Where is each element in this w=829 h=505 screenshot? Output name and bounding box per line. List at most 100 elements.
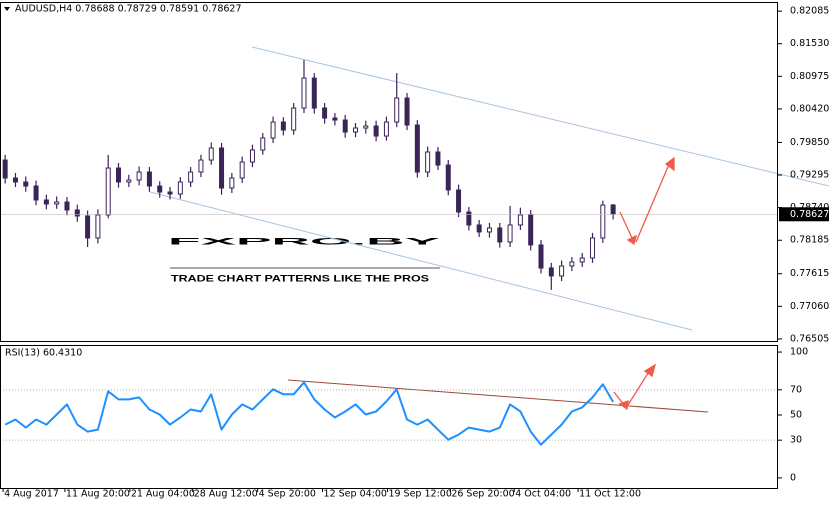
rsi-trendline bbox=[287, 379, 709, 413]
arrow-head bbox=[618, 400, 629, 411]
candle-body bbox=[64, 201, 70, 211]
candle-body bbox=[559, 265, 565, 277]
forecast-arrows bbox=[613, 156, 675, 411]
y-tick-label: 0.82085 bbox=[790, 6, 829, 17]
price-pane-frame bbox=[0, 2, 778, 342]
candle-body bbox=[126, 179, 132, 183]
x-tick-label: 11 Aug 20:00 bbox=[66, 489, 130, 500]
candle-body bbox=[528, 214, 534, 246]
candle-body bbox=[311, 77, 317, 109]
y-tick-label: 0.77060 bbox=[790, 301, 829, 312]
candle-body bbox=[301, 77, 307, 109]
candle-body bbox=[456, 189, 462, 213]
candle-body bbox=[507, 224, 513, 243]
candle-body bbox=[12, 177, 18, 183]
y-tick-label: 0.79850 bbox=[790, 137, 829, 148]
candle-body bbox=[569, 261, 575, 267]
y-tick-label: 0 bbox=[790, 472, 796, 483]
candle-body bbox=[466, 211, 472, 226]
candle-body bbox=[43, 199, 49, 205]
y-tick-label: 0.78185 bbox=[790, 235, 829, 246]
candle-body bbox=[167, 191, 173, 195]
candle-body bbox=[590, 237, 596, 259]
rsi-line bbox=[4, 381, 614, 446]
watermark: FXPRO.BY TRADE CHART PATTERNS LIKE THE P… bbox=[168, 237, 444, 285]
y-tick-label: 0.79295 bbox=[790, 170, 829, 181]
x-tick-label: 19 Sep 12:00 bbox=[388, 489, 451, 500]
candle-body bbox=[425, 151, 431, 173]
candle-body bbox=[322, 107, 328, 119]
x-tick-label: 11 Oct 12:00 bbox=[579, 489, 641, 500]
candle-body bbox=[383, 121, 389, 137]
candle-body bbox=[435, 151, 441, 166]
candle-body bbox=[548, 267, 554, 277]
candle-body bbox=[445, 164, 451, 191]
watermark-title: FXPRO.BY bbox=[168, 237, 444, 248]
y-tick-label: 0.81530 bbox=[790, 38, 829, 49]
candle-body bbox=[538, 244, 544, 269]
candle-body bbox=[394, 97, 400, 123]
arrow-up bbox=[635, 161, 671, 243]
candle-body bbox=[332, 117, 338, 121]
candle-body bbox=[146, 171, 152, 187]
candle-body bbox=[600, 204, 606, 239]
watermark-subtitle: TRADE CHART PATTERNS LIKE THE PROS bbox=[171, 274, 429, 285]
x-tick-label: 4 Oct 04:00 bbox=[515, 489, 571, 500]
y-tick-label: 0.80420 bbox=[790, 103, 829, 114]
candle-body bbox=[610, 204, 616, 215]
x-tick-label: 26 Sep 20:00 bbox=[451, 489, 514, 500]
candle-body bbox=[74, 209, 80, 217]
candle-body bbox=[23, 181, 29, 187]
candle-body bbox=[95, 214, 101, 239]
last-price-label: 0.78627 bbox=[790, 209, 829, 220]
x-tick-label: 12 Sep 04:00 bbox=[324, 489, 387, 500]
arrow-down bbox=[619, 211, 633, 239]
arrow-head bbox=[643, 363, 657, 378]
y-tick-label: 100 bbox=[790, 347, 808, 358]
x-tick-label: 4 Sep 20:00 bbox=[259, 489, 316, 500]
channel-upper bbox=[251, 46, 829, 187]
candle-body bbox=[353, 127, 359, 133]
y-tick-label: 70 bbox=[790, 384, 802, 395]
candle-body bbox=[497, 227, 503, 243]
candle-body bbox=[177, 181, 183, 195]
candle-body bbox=[270, 121, 276, 139]
rsi-header: RSI(13) 60.4310 bbox=[5, 348, 82, 359]
candle-body bbox=[219, 147, 225, 189]
arrow-head bbox=[664, 156, 675, 172]
y-tick-label: 50 bbox=[790, 409, 802, 420]
channel bbox=[149, 46, 829, 331]
candle-body bbox=[486, 227, 492, 233]
candle-body bbox=[280, 121, 286, 131]
candle-body bbox=[476, 224, 482, 233]
channel-lower bbox=[149, 191, 693, 331]
last-price-box bbox=[779, 207, 829, 222]
candle-body bbox=[229, 177, 235, 189]
rsi-pane-frame bbox=[0, 345, 778, 489]
candle-body bbox=[291, 107, 297, 131]
candle-body bbox=[105, 167, 111, 216]
candle-body bbox=[363, 125, 369, 129]
arrow-head bbox=[626, 234, 637, 246]
candle-body bbox=[54, 201, 60, 205]
candle-body bbox=[579, 257, 585, 263]
x-tick-label: 4 Aug 2017 bbox=[4, 489, 59, 500]
candle-body bbox=[414, 124, 420, 173]
plot bbox=[0, 60, 778, 446]
candle-body bbox=[136, 171, 142, 181]
candle-body bbox=[33, 185, 39, 201]
candle-body bbox=[116, 167, 122, 183]
candle-body bbox=[2, 159, 8, 179]
y-tick-label: 0.77615 bbox=[790, 268, 829, 279]
candle-body bbox=[517, 214, 523, 226]
candle-body bbox=[208, 147, 214, 161]
x-tick-label: 28 Aug 12:00 bbox=[194, 489, 258, 500]
y-tick-label: 30 bbox=[790, 435, 802, 446]
candle-body bbox=[198, 159, 204, 173]
symbol-header: AUDUSD,H4 0.78688 0.78729 0.78591 0.7862… bbox=[15, 4, 242, 15]
candle-body bbox=[188, 171, 194, 183]
candle-body bbox=[85, 215, 91, 239]
y-tick-label: 0.76505 bbox=[790, 333, 829, 344]
